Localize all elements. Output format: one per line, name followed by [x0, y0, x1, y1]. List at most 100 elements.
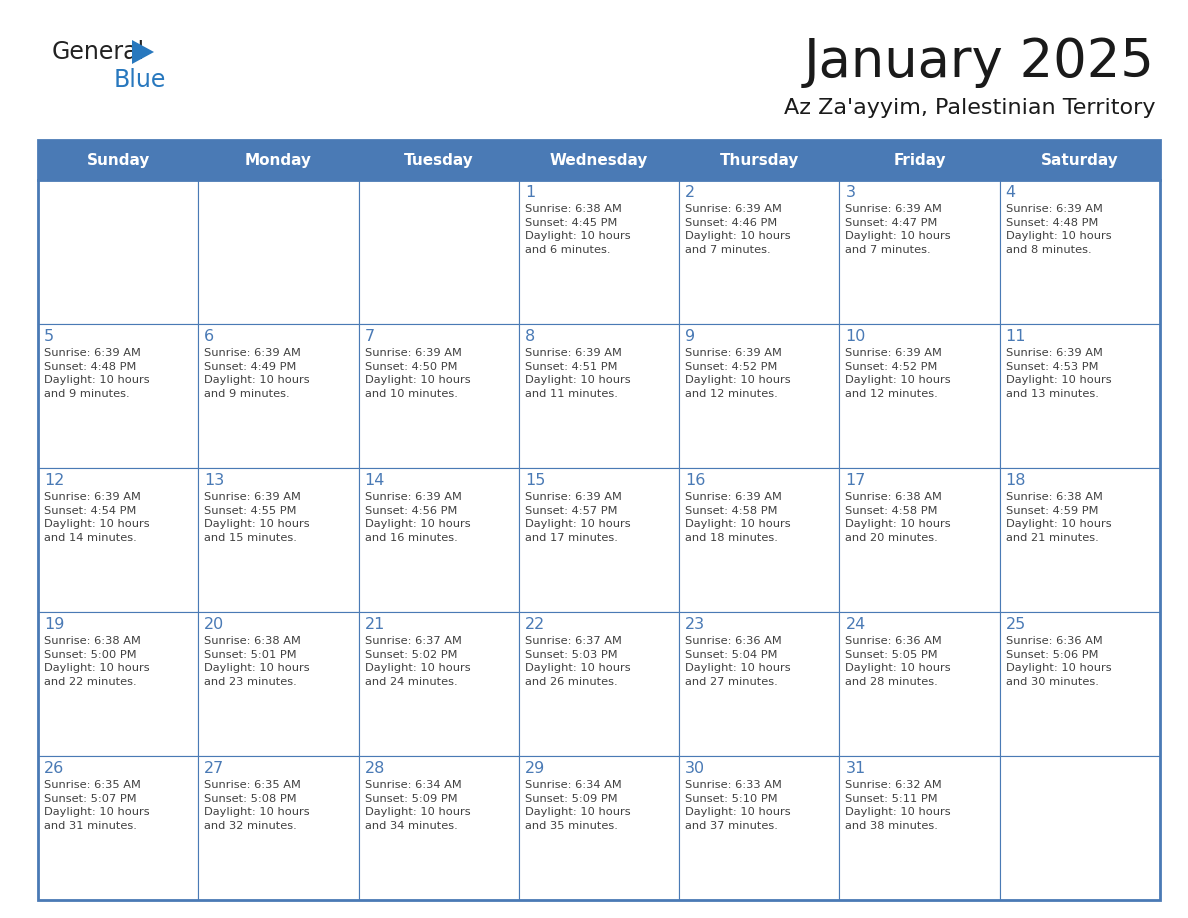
- Bar: [359, 756, 519, 900]
- Text: 8: 8: [525, 329, 535, 344]
- Bar: [359, 180, 519, 324]
- Bar: [359, 324, 519, 468]
- Text: 27: 27: [204, 761, 225, 776]
- Text: 10: 10: [846, 329, 866, 344]
- Text: Sunrise: 6:36 AM
Sunset: 5:06 PM
Daylight: 10 hours
and 30 minutes.: Sunrise: 6:36 AM Sunset: 5:06 PM Dayligh…: [1006, 636, 1111, 687]
- Bar: [359, 468, 519, 612]
- Text: 19: 19: [44, 617, 64, 632]
- Text: Sunrise: 6:39 AM
Sunset: 4:52 PM
Daylight: 10 hours
and 12 minutes.: Sunrise: 6:39 AM Sunset: 4:52 PM Dayligh…: [846, 348, 952, 398]
- Bar: [519, 324, 680, 468]
- Bar: [38, 180, 198, 324]
- Bar: [198, 756, 359, 900]
- Text: 16: 16: [685, 473, 706, 488]
- Bar: [198, 180, 359, 324]
- Text: Tuesday: Tuesday: [404, 152, 474, 167]
- Text: 20: 20: [204, 617, 225, 632]
- Bar: [38, 612, 198, 756]
- Text: Sunrise: 6:39 AM
Sunset: 4:46 PM
Daylight: 10 hours
and 7 minutes.: Sunrise: 6:39 AM Sunset: 4:46 PM Dayligh…: [685, 204, 791, 255]
- Bar: [680, 468, 840, 612]
- Text: 4: 4: [1006, 185, 1016, 200]
- Text: 3: 3: [846, 185, 855, 200]
- Text: 29: 29: [525, 761, 545, 776]
- Bar: [840, 180, 1000, 324]
- Text: Friday: Friday: [893, 152, 946, 167]
- Bar: [1000, 756, 1159, 900]
- Bar: [680, 324, 840, 468]
- Text: Sunrise: 6:39 AM
Sunset: 4:52 PM
Daylight: 10 hours
and 12 minutes.: Sunrise: 6:39 AM Sunset: 4:52 PM Dayligh…: [685, 348, 791, 398]
- Text: Sunday: Sunday: [87, 152, 150, 167]
- Bar: [38, 324, 198, 468]
- Text: Blue: Blue: [114, 68, 166, 92]
- Bar: [680, 756, 840, 900]
- Bar: [519, 756, 680, 900]
- Text: Sunrise: 6:39 AM
Sunset: 4:56 PM
Daylight: 10 hours
and 16 minutes.: Sunrise: 6:39 AM Sunset: 4:56 PM Dayligh…: [365, 492, 470, 543]
- Text: 11: 11: [1006, 329, 1026, 344]
- Bar: [519, 180, 680, 324]
- Bar: [519, 612, 680, 756]
- Text: Sunrise: 6:38 AM
Sunset: 4:58 PM
Daylight: 10 hours
and 20 minutes.: Sunrise: 6:38 AM Sunset: 4:58 PM Dayligh…: [846, 492, 952, 543]
- Bar: [38, 756, 198, 900]
- Text: Sunrise: 6:38 AM
Sunset: 5:01 PM
Daylight: 10 hours
and 23 minutes.: Sunrise: 6:38 AM Sunset: 5:01 PM Dayligh…: [204, 636, 310, 687]
- Text: 6: 6: [204, 329, 214, 344]
- Bar: [840, 324, 1000, 468]
- Bar: [1000, 468, 1159, 612]
- Text: 7: 7: [365, 329, 374, 344]
- Text: Thursday: Thursday: [720, 152, 800, 167]
- Text: Sunrise: 6:36 AM
Sunset: 5:04 PM
Daylight: 10 hours
and 27 minutes.: Sunrise: 6:36 AM Sunset: 5:04 PM Dayligh…: [685, 636, 791, 687]
- Text: Sunrise: 6:38 AM
Sunset: 4:45 PM
Daylight: 10 hours
and 6 minutes.: Sunrise: 6:38 AM Sunset: 4:45 PM Dayligh…: [525, 204, 631, 255]
- Text: Sunrise: 6:39 AM
Sunset: 4:48 PM
Daylight: 10 hours
and 9 minutes.: Sunrise: 6:39 AM Sunset: 4:48 PM Dayligh…: [44, 348, 150, 398]
- Text: Saturday: Saturday: [1041, 152, 1119, 167]
- Text: 12: 12: [44, 473, 64, 488]
- Text: Sunrise: 6:35 AM
Sunset: 5:08 PM
Daylight: 10 hours
and 32 minutes.: Sunrise: 6:35 AM Sunset: 5:08 PM Dayligh…: [204, 780, 310, 831]
- Text: 31: 31: [846, 761, 866, 776]
- Bar: [38, 140, 1159, 900]
- Bar: [840, 468, 1000, 612]
- Text: Sunrise: 6:36 AM
Sunset: 5:05 PM
Daylight: 10 hours
and 28 minutes.: Sunrise: 6:36 AM Sunset: 5:05 PM Dayligh…: [846, 636, 952, 687]
- Bar: [38, 140, 1159, 180]
- Text: 14: 14: [365, 473, 385, 488]
- Text: 24: 24: [846, 617, 866, 632]
- Bar: [198, 324, 359, 468]
- Text: 23: 23: [685, 617, 706, 632]
- Text: Sunrise: 6:38 AM
Sunset: 5:00 PM
Daylight: 10 hours
and 22 minutes.: Sunrise: 6:38 AM Sunset: 5:00 PM Dayligh…: [44, 636, 150, 687]
- Text: Sunrise: 6:39 AM
Sunset: 4:54 PM
Daylight: 10 hours
and 14 minutes.: Sunrise: 6:39 AM Sunset: 4:54 PM Dayligh…: [44, 492, 150, 543]
- Text: 2: 2: [685, 185, 695, 200]
- Text: Sunrise: 6:32 AM
Sunset: 5:11 PM
Daylight: 10 hours
and 38 minutes.: Sunrise: 6:32 AM Sunset: 5:11 PM Dayligh…: [846, 780, 952, 831]
- Text: 22: 22: [525, 617, 545, 632]
- Text: 28: 28: [365, 761, 385, 776]
- Text: Sunrise: 6:38 AM
Sunset: 4:59 PM
Daylight: 10 hours
and 21 minutes.: Sunrise: 6:38 AM Sunset: 4:59 PM Dayligh…: [1006, 492, 1111, 543]
- Bar: [1000, 180, 1159, 324]
- Text: January 2025: January 2025: [804, 36, 1155, 88]
- Text: Sunrise: 6:39 AM
Sunset: 4:58 PM
Daylight: 10 hours
and 18 minutes.: Sunrise: 6:39 AM Sunset: 4:58 PM Dayligh…: [685, 492, 791, 543]
- Polygon shape: [132, 40, 154, 64]
- Text: Sunrise: 6:39 AM
Sunset: 4:47 PM
Daylight: 10 hours
and 7 minutes.: Sunrise: 6:39 AM Sunset: 4:47 PM Dayligh…: [846, 204, 952, 255]
- Text: 15: 15: [525, 473, 545, 488]
- Text: Sunrise: 6:33 AM
Sunset: 5:10 PM
Daylight: 10 hours
and 37 minutes.: Sunrise: 6:33 AM Sunset: 5:10 PM Dayligh…: [685, 780, 791, 831]
- Bar: [359, 612, 519, 756]
- Text: Sunrise: 6:34 AM
Sunset: 5:09 PM
Daylight: 10 hours
and 34 minutes.: Sunrise: 6:34 AM Sunset: 5:09 PM Dayligh…: [365, 780, 470, 831]
- Text: General: General: [52, 40, 145, 64]
- Bar: [519, 468, 680, 612]
- Bar: [1000, 612, 1159, 756]
- Text: 9: 9: [685, 329, 695, 344]
- Text: 26: 26: [44, 761, 64, 776]
- Text: Sunrise: 6:39 AM
Sunset: 4:50 PM
Daylight: 10 hours
and 10 minutes.: Sunrise: 6:39 AM Sunset: 4:50 PM Dayligh…: [365, 348, 470, 398]
- Bar: [1000, 324, 1159, 468]
- Text: Wednesday: Wednesday: [550, 152, 649, 167]
- Text: Sunrise: 6:39 AM
Sunset: 4:53 PM
Daylight: 10 hours
and 13 minutes.: Sunrise: 6:39 AM Sunset: 4:53 PM Dayligh…: [1006, 348, 1111, 398]
- Text: 13: 13: [204, 473, 225, 488]
- Bar: [680, 612, 840, 756]
- Text: Sunrise: 6:39 AM
Sunset: 4:55 PM
Daylight: 10 hours
and 15 minutes.: Sunrise: 6:39 AM Sunset: 4:55 PM Dayligh…: [204, 492, 310, 543]
- Text: Sunrise: 6:34 AM
Sunset: 5:09 PM
Daylight: 10 hours
and 35 minutes.: Sunrise: 6:34 AM Sunset: 5:09 PM Dayligh…: [525, 780, 631, 831]
- Text: 25: 25: [1006, 617, 1026, 632]
- Text: 30: 30: [685, 761, 706, 776]
- Text: Sunrise: 6:39 AM
Sunset: 4:51 PM
Daylight: 10 hours
and 11 minutes.: Sunrise: 6:39 AM Sunset: 4:51 PM Dayligh…: [525, 348, 631, 398]
- Bar: [198, 612, 359, 756]
- Text: 1: 1: [525, 185, 535, 200]
- Bar: [680, 180, 840, 324]
- Text: Sunrise: 6:39 AM
Sunset: 4:57 PM
Daylight: 10 hours
and 17 minutes.: Sunrise: 6:39 AM Sunset: 4:57 PM Dayligh…: [525, 492, 631, 543]
- Text: Sunrise: 6:37 AM
Sunset: 5:02 PM
Daylight: 10 hours
and 24 minutes.: Sunrise: 6:37 AM Sunset: 5:02 PM Dayligh…: [365, 636, 470, 687]
- Bar: [840, 612, 1000, 756]
- Bar: [840, 756, 1000, 900]
- Text: Sunrise: 6:37 AM
Sunset: 5:03 PM
Daylight: 10 hours
and 26 minutes.: Sunrise: 6:37 AM Sunset: 5:03 PM Dayligh…: [525, 636, 631, 687]
